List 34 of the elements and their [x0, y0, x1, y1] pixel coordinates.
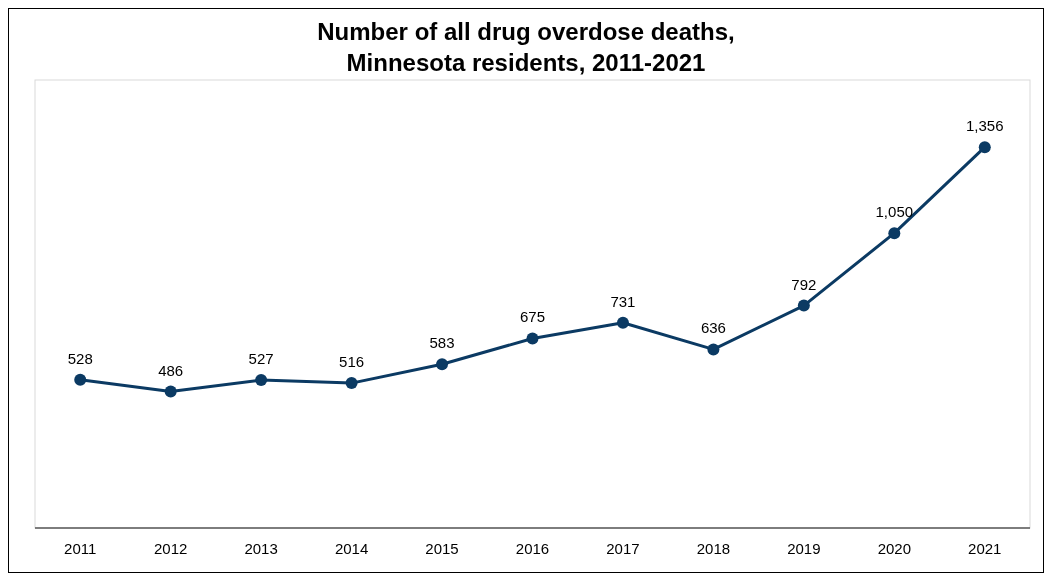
x-tick-label: 2011: [64, 540, 97, 557]
x-tick-label: 2017: [606, 540, 640, 557]
data-label: 1,050: [875, 203, 914, 221]
data-label: 1,356: [966, 117, 1004, 135]
data-label: 527: [248, 350, 274, 367]
data-label: 528: [67, 349, 93, 367]
point: [707, 343, 720, 356]
x-tick-label: 2013: [244, 540, 278, 557]
x-tick-label: 2018: [696, 540, 731, 557]
x-tick-label: 2016: [515, 540, 550, 557]
x-tick-label: 2012: [153, 540, 188, 557]
data-label: 486: [158, 361, 184, 379]
x-tick-label: 2019: [787, 540, 821, 557]
point: [797, 299, 810, 312]
point: [616, 316, 629, 329]
data-label: 792: [791, 275, 817, 293]
data-label: 583: [429, 334, 455, 352]
point: [255, 374, 268, 387]
point: [436, 358, 449, 371]
data-label: 731: [610, 292, 636, 310]
data-label: 675: [519, 308, 546, 326]
x-tick-label: 2020: [877, 540, 912, 557]
x-tick-label: 2014: [334, 540, 369, 557]
x-tick-label: 2021: [968, 540, 1002, 557]
point: [526, 332, 539, 345]
point: [164, 385, 177, 398]
point: [888, 227, 901, 240]
data-label: 636: [700, 319, 726, 337]
point: [978, 141, 991, 154]
data-label: 516: [339, 353, 365, 371]
x-tick-label: 2015: [425, 540, 459, 557]
chart-title: Number of all drug overdose deaths, Minnesota residents, 2011-2021: [317, 18, 735, 76]
point: [345, 377, 358, 390]
point: [74, 373, 87, 386]
